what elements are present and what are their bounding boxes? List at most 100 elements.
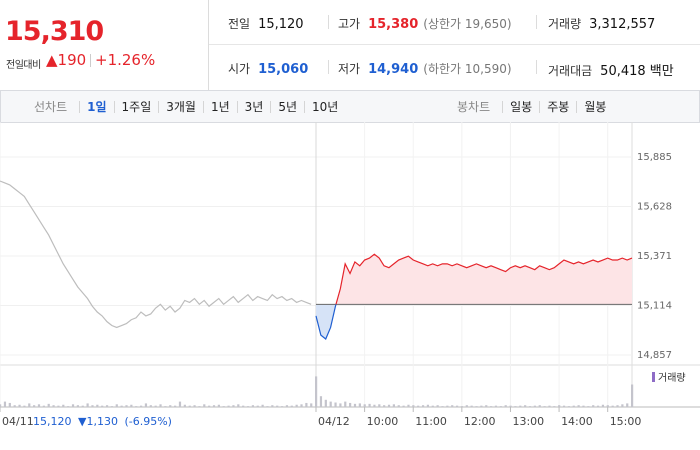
y-tick-label: 15,114 bbox=[637, 300, 672, 311]
volume-bar bbox=[524, 405, 527, 407]
tab[interactable]: 3개월 bbox=[158, 100, 203, 113]
volume-bar bbox=[548, 405, 551, 407]
current-price: 15,310 bbox=[5, 16, 104, 47]
tab[interactable]: 5년 bbox=[270, 100, 304, 113]
volume-bar bbox=[13, 405, 16, 407]
volume-bar bbox=[144, 403, 148, 407]
volume-bar bbox=[558, 405, 561, 407]
y-tick-label: 15,885 bbox=[637, 152, 672, 163]
volume-bar bbox=[601, 404, 605, 407]
volume-bar bbox=[441, 406, 444, 407]
volume-bar bbox=[266, 406, 269, 407]
volume-bar bbox=[130, 404, 133, 407]
volume-bar bbox=[499, 406, 502, 407]
volume-bar bbox=[543, 406, 546, 407]
volume-bar bbox=[533, 405, 536, 407]
tab[interactable]: 1일 bbox=[79, 100, 113, 113]
volume-bar bbox=[363, 404, 366, 407]
volume-bar bbox=[494, 405, 498, 407]
tab[interactable]: 월봉 bbox=[576, 100, 613, 113]
volume-bar bbox=[392, 404, 395, 407]
volume-bar bbox=[378, 404, 381, 407]
volume-bar bbox=[596, 405, 600, 407]
volume-bar bbox=[397, 405, 400, 407]
tab-group-label: 선차트 bbox=[34, 100, 68, 114]
volume-bar bbox=[237, 404, 240, 407]
stat-note: (상한가 19,650) bbox=[423, 17, 512, 31]
volume-bar bbox=[139, 405, 143, 407]
volume-bar bbox=[18, 404, 21, 407]
volume-bar bbox=[324, 399, 327, 407]
volume-bar bbox=[373, 404, 376, 407]
volume-bar bbox=[86, 403, 89, 407]
volume-bar bbox=[227, 405, 230, 407]
volume-bar bbox=[504, 405, 507, 407]
volume-bar bbox=[193, 405, 196, 407]
stat-label: 전일 bbox=[228, 17, 251, 31]
x-tick-label: 04/12 bbox=[318, 415, 350, 428]
volume-bar bbox=[295, 404, 298, 407]
volume-bar bbox=[76, 405, 79, 407]
stat-value: 15,380 bbox=[368, 17, 419, 32]
change-label: 전일대비 bbox=[6, 60, 41, 71]
stat-label: 거래량 bbox=[548, 17, 582, 31]
prev-close: 15,120 bbox=[33, 415, 72, 428]
volume-bar bbox=[169, 405, 172, 407]
volume-bar bbox=[81, 405, 84, 407]
tab[interactable]: 1년 bbox=[202, 100, 237, 113]
volume-bar bbox=[242, 405, 245, 407]
volume-bar bbox=[451, 405, 454, 407]
stat: 전일 15,120 bbox=[228, 15, 304, 32]
volume-bar bbox=[276, 405, 279, 407]
tab[interactable]: 3년 bbox=[236, 100, 271, 113]
stat-value: 14,940 bbox=[368, 62, 419, 77]
stat-label: 저가 bbox=[338, 62, 361, 76]
volume-bar bbox=[178, 401, 182, 407]
stat-label: 시가 bbox=[228, 62, 251, 76]
tab[interactable]: 1주일 bbox=[113, 100, 159, 113]
line-tabs: 선차트 1일 1주일 3개월 1년 3년 5년 10년 bbox=[34, 91, 345, 122]
volume-bar bbox=[431, 405, 434, 407]
stat-value: 15,060 bbox=[258, 62, 309, 77]
volume-bar bbox=[42, 405, 45, 407]
volume-bar bbox=[217, 404, 220, 407]
volume-bar bbox=[96, 404, 99, 407]
volume-bar bbox=[280, 406, 284, 407]
volume-bar bbox=[0, 404, 2, 407]
divider bbox=[208, 0, 209, 90]
volume-bar bbox=[212, 405, 216, 407]
tab[interactable]: 주봉 bbox=[539, 100, 576, 113]
volume-bar bbox=[135, 406, 138, 407]
volume-bar bbox=[553, 406, 556, 407]
stat: 저가 14,940 (하한가 10,590) bbox=[338, 60, 512, 77]
volume-bar bbox=[631, 384, 634, 407]
volume-bar bbox=[480, 405, 483, 407]
tab[interactable]: 일봉 bbox=[502, 100, 539, 113]
volume-bar bbox=[402, 405, 405, 407]
volume-bar bbox=[251, 405, 254, 407]
volume-bar bbox=[159, 404, 162, 407]
volume-bar bbox=[71, 404, 75, 407]
volume-bar bbox=[426, 404, 430, 407]
volume-bar bbox=[47, 403, 50, 407]
x-tick-label: 14:00 bbox=[561, 415, 593, 428]
volume-bar bbox=[110, 406, 114, 407]
volume-bar bbox=[125, 405, 128, 407]
volume-bar bbox=[412, 405, 415, 407]
volume-bar bbox=[421, 405, 425, 407]
volume-bar bbox=[285, 405, 289, 407]
volume-bar bbox=[460, 406, 464, 407]
tab[interactable]: 10년 bbox=[304, 100, 345, 113]
volume-bar bbox=[57, 405, 60, 407]
volume-bar bbox=[52, 405, 55, 407]
legend-swatch bbox=[652, 372, 655, 382]
candle-tabs: 봉차트 일봉 주봉 월봉 bbox=[457, 91, 613, 122]
volume-bar bbox=[164, 406, 167, 407]
x-tick-label: 04/11 bbox=[2, 415, 34, 428]
volume-bar bbox=[626, 403, 629, 407]
divider bbox=[209, 44, 700, 45]
volume-bar bbox=[334, 402, 337, 407]
volume-bar bbox=[353, 403, 357, 407]
